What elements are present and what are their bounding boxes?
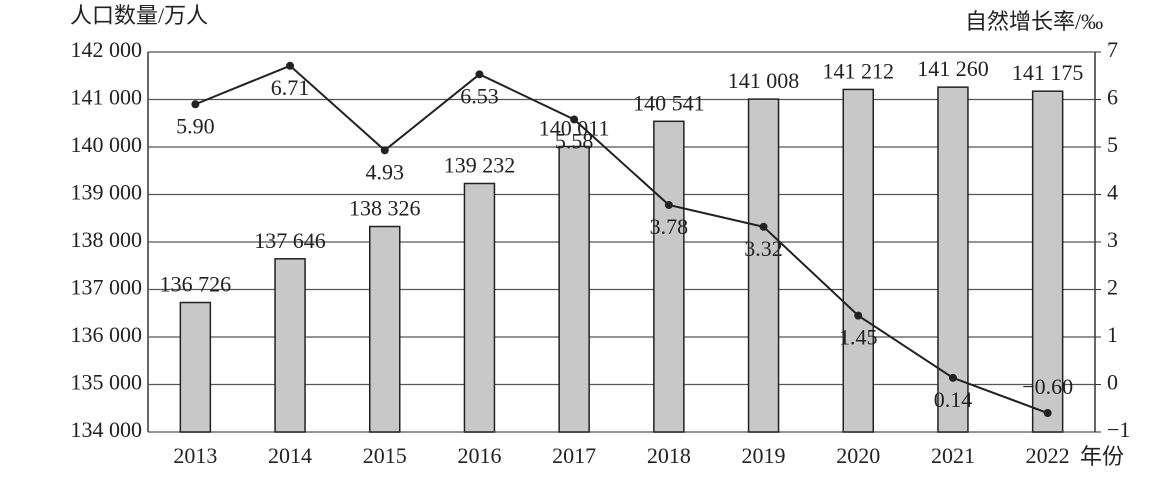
line xyxy=(194,64,1048,414)
line-value-label: 6.71 xyxy=(271,75,310,100)
bar xyxy=(179,301,212,433)
x-tick-label: 2013 xyxy=(173,443,217,468)
x-tick-label: 2016 xyxy=(457,443,501,468)
line-point xyxy=(664,200,673,209)
y-tick-label: 142 000 xyxy=(71,37,143,62)
bar xyxy=(747,98,780,433)
y2-tick-label: 0 xyxy=(1107,370,1118,395)
bar-value-label: 137 646 xyxy=(254,228,326,253)
y-tick-label: 139 000 xyxy=(71,180,143,205)
y2-axis-title: 自然增长率/‰ xyxy=(965,9,1103,34)
x-tick-label: 2022 xyxy=(1026,443,1070,468)
line-value-label: −0.60 xyxy=(1022,374,1073,399)
y-tick-label: 136 000 xyxy=(71,322,143,347)
bar-value-label: 136 726 xyxy=(160,272,232,297)
bar xyxy=(558,145,590,433)
y-tick-label: 134 000 xyxy=(71,417,143,442)
x-tick-label: 2015 xyxy=(363,443,407,468)
y-axis-title: 人口数量/万人 xyxy=(70,3,208,28)
bar-value-label: 141 175 xyxy=(1012,60,1084,85)
y-tick-label: 135 000 xyxy=(71,370,143,395)
y2-tick-label: −1 xyxy=(1107,417,1130,442)
line-point xyxy=(286,61,295,70)
line-value-label: 0.14 xyxy=(934,387,973,412)
line-point xyxy=(759,222,768,231)
y2-tick-label: 5 xyxy=(1107,132,1118,157)
x-tick-label: 2017 xyxy=(552,443,596,468)
x-tick-label: 2014 xyxy=(268,443,312,468)
line-point xyxy=(475,70,484,79)
x-tick-label: 2019 xyxy=(742,443,786,468)
line-value-label: 3.32 xyxy=(744,236,783,261)
line-value-label: 3.78 xyxy=(650,214,689,239)
line-value-label: 6.53 xyxy=(460,83,499,108)
bar xyxy=(653,120,685,433)
y2-tick-label: 1 xyxy=(1107,322,1118,347)
bar-value-label: 141 212 xyxy=(823,58,895,83)
line-point xyxy=(1043,409,1052,417)
line-point xyxy=(380,146,389,155)
bar xyxy=(274,258,306,433)
line-value-label: 5.58 xyxy=(555,128,594,153)
x-tick-label: 2018 xyxy=(647,443,691,468)
bar-value-label: 141 008 xyxy=(728,68,800,93)
y2-tick-label: 6 xyxy=(1107,85,1118,110)
y2-tick-label: 2 xyxy=(1107,275,1118,300)
y-tick-label: 140 000 xyxy=(71,132,143,157)
x-axis-title: 年份 xyxy=(1080,444,1124,469)
y2-tick-label: 7 xyxy=(1107,37,1118,62)
line-value-label: 5.90 xyxy=(176,113,215,138)
y2-tick-label: 4 xyxy=(1107,180,1118,205)
y-tick-label: 137 000 xyxy=(71,275,143,300)
line-value-label: 1.45 xyxy=(839,325,878,350)
y2-tick-label: 3 xyxy=(1107,227,1118,252)
y-tick-label: 141 000 xyxy=(71,85,143,110)
bar xyxy=(463,182,496,433)
line-value-label: 4.93 xyxy=(366,159,405,184)
bar xyxy=(1031,90,1064,433)
line-point xyxy=(948,373,957,382)
y-tick-label: 138 000 xyxy=(71,227,143,252)
x-tick-label: 2021 xyxy=(931,443,975,468)
bar-value-label: 138 326 xyxy=(349,196,421,221)
line-point xyxy=(854,311,863,320)
line-point xyxy=(570,115,579,124)
x-tick-label: 2020 xyxy=(836,443,880,468)
bar-value-label: 139 232 xyxy=(444,153,516,178)
line-point xyxy=(191,100,200,109)
bar xyxy=(842,88,874,433)
bar xyxy=(369,225,401,433)
bar-value-label: 140 541 xyxy=(633,90,705,115)
bar-value-label: 141 260 xyxy=(917,56,989,81)
